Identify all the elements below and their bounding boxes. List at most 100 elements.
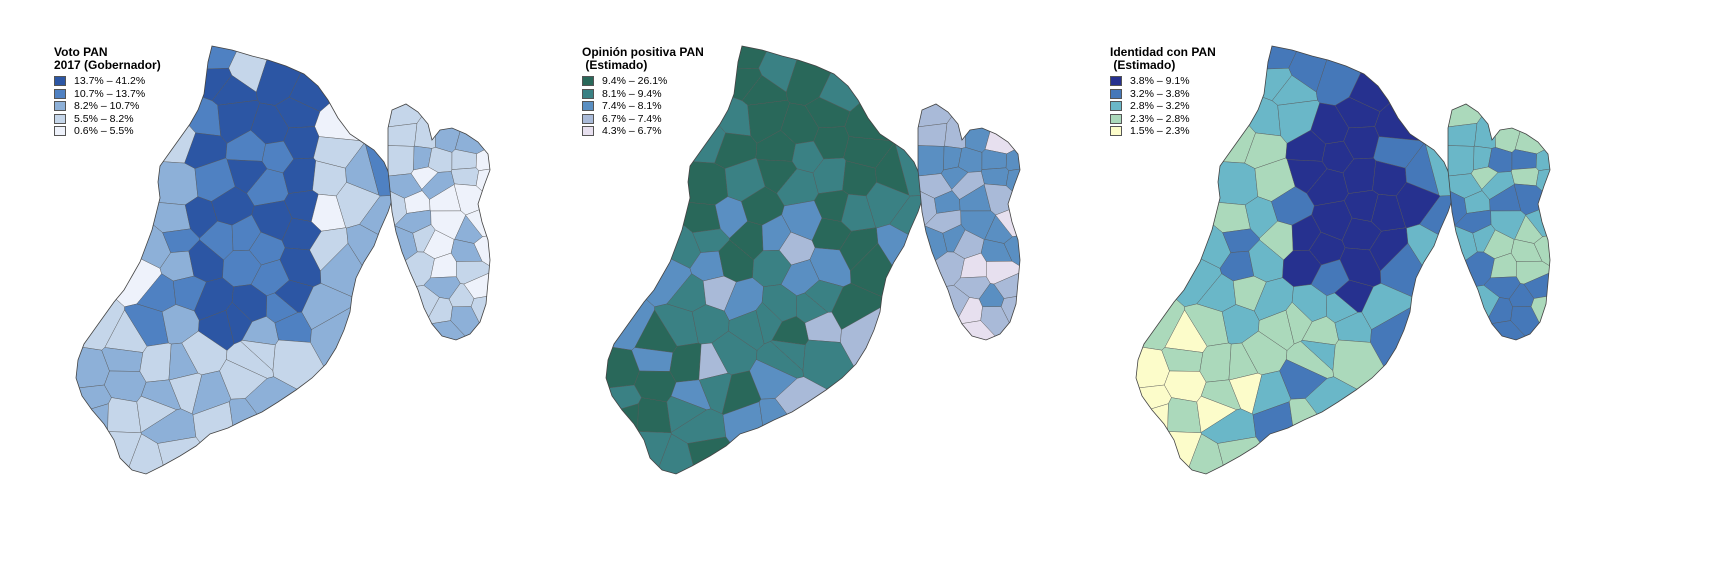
municipality-region [1184, 433, 1228, 474]
legend-label: 1.5% – 2.3% [1130, 125, 1190, 138]
municipality-region [774, 376, 924, 474]
municipality-region [1136, 403, 1169, 454]
municipality-region [981, 167, 1009, 186]
region-group-east [918, 104, 1020, 340]
legend-swatch [1110, 126, 1122, 137]
legend-swatch [1110, 88, 1122, 99]
legend-item: 7.4% – 8.1% [582, 100, 704, 113]
legend-swatch [582, 113, 594, 124]
legend-swatch [54, 76, 66, 87]
municipality-region [687, 436, 758, 474]
legend-label: 13.7% – 41.2% [74, 75, 146, 88]
legend-swatch [1110, 101, 1122, 112]
legend-label: 8.2% – 10.7% [74, 100, 140, 113]
legend-swatch [582, 101, 594, 112]
municipality-region [272, 339, 354, 421]
legend-swatch [54, 88, 66, 99]
legend-label: 9.4% – 26.1% [602, 75, 668, 88]
state-outline [75, 45, 395, 475]
legend-item: 10.7% – 13.7% [54, 88, 161, 101]
municipality-region [1348, 46, 1454, 112]
municipality-region [1474, 104, 1496, 149]
legend-label: 2.3% – 2.8% [1130, 112, 1190, 125]
legend-label: 0.6% – 5.5% [74, 125, 134, 138]
legend-item: 8.2% – 10.7% [54, 100, 161, 113]
municipality-region [802, 339, 884, 421]
legend-item: 0.6% – 5.5% [54, 125, 161, 138]
legend-item: 2.8% – 3.2% [1110, 100, 1216, 113]
municipality-region [1167, 397, 1202, 434]
legend-label: 7.4% – 8.1% [602, 100, 662, 113]
legend-item: 13.7% – 41.2% [54, 75, 161, 88]
legend-item: 8.1% – 9.4% [582, 88, 704, 101]
legend-title: Identidad con PAN (Estimado) [1110, 45, 1216, 72]
municipality-region [1332, 339, 1414, 421]
state-outline [387, 103, 491, 341]
municipality-region [1304, 376, 1454, 474]
legend-swatch [54, 113, 66, 124]
map-panel-opinion: Opinión positiva PAN (Estimado) 9.4% – 2… [530, 0, 1090, 586]
legend-label: 2.8% – 3.2% [1130, 100, 1190, 113]
legend-swatch [1110, 76, 1122, 87]
legend-item: 6.7% – 7.4% [582, 113, 704, 126]
legend-label: 4.3% – 6.7% [602, 125, 662, 138]
legend-swatch [582, 126, 594, 137]
municipality-region [984, 104, 1020, 155]
municipality-region [844, 46, 924, 142]
legend-label: 3.8% – 9.1% [1130, 75, 1190, 88]
state-outline [1447, 103, 1551, 341]
municipality-region [637, 397, 672, 434]
municipality-region [107, 397, 142, 434]
municipality-region [840, 300, 924, 474]
legend-label: 10.7% – 13.7% [74, 87, 146, 100]
municipality-region [944, 104, 966, 149]
legend-item: 1.5% – 2.3% [1110, 125, 1216, 138]
municipality-region [759, 398, 837, 474]
municipality-region [310, 300, 394, 474]
choropleth-map-identidad [1135, 45, 1551, 475]
legend-swatch [54, 101, 66, 112]
municipality-region [606, 431, 672, 474]
legend-swatch [582, 76, 594, 87]
legend-item: 3.2% – 3.8% [1110, 88, 1216, 101]
legend-swatch [54, 126, 66, 137]
municipality-region [1511, 167, 1539, 186]
municipality-region [1514, 104, 1550, 155]
legend-swatch [582, 88, 594, 99]
municipality-region [76, 155, 199, 206]
municipality-region [157, 436, 228, 474]
choropleth-map-voto [75, 45, 491, 475]
legend-opinion: Opinión positiva PAN (Estimado) 9.4% – 2… [582, 46, 704, 138]
municipality-region [1370, 300, 1454, 474]
municipality-region [654, 433, 698, 474]
legend-label: 3.2% – 3.8% [1130, 87, 1190, 100]
municipality-region [414, 104, 436, 149]
municipality-region [451, 167, 479, 186]
municipality-region [958, 147, 983, 173]
legend-item: 3.8% – 9.1% [1110, 75, 1216, 88]
legend-label: 6.7% – 7.4% [602, 112, 662, 125]
municipality-region [818, 46, 924, 112]
legend-item: 2.3% – 2.8% [1110, 113, 1216, 126]
municipality-region [1289, 398, 1367, 474]
choropleth-map-opinion [605, 45, 1021, 475]
legend-swatch [1110, 113, 1122, 124]
state-outline [605, 45, 925, 475]
legend-item: 9.4% – 26.1% [582, 75, 704, 88]
municipality-region [244, 376, 394, 474]
region-group-east [388, 104, 490, 340]
state-outline [1135, 45, 1455, 475]
municipality-region [1136, 431, 1202, 474]
municipality-region [454, 104, 490, 155]
municipality-region [76, 403, 109, 454]
municipality-region [1488, 147, 1513, 173]
municipality-region [229, 398, 307, 474]
legend-voto: Voto PAN 2017 (Gobernador) 13.7% – 41.2%… [54, 46, 161, 138]
map-panel-voto: Voto PAN 2017 (Gobernador) 13.7% – 41.2%… [0, 0, 560, 586]
region-group-east [1448, 104, 1550, 340]
municipality-region [288, 46, 394, 112]
municipality-region [1217, 436, 1288, 474]
municipality-region [428, 147, 453, 173]
municipality-region [1374, 46, 1454, 142]
legend-label: 5.5% – 8.2% [74, 112, 134, 125]
